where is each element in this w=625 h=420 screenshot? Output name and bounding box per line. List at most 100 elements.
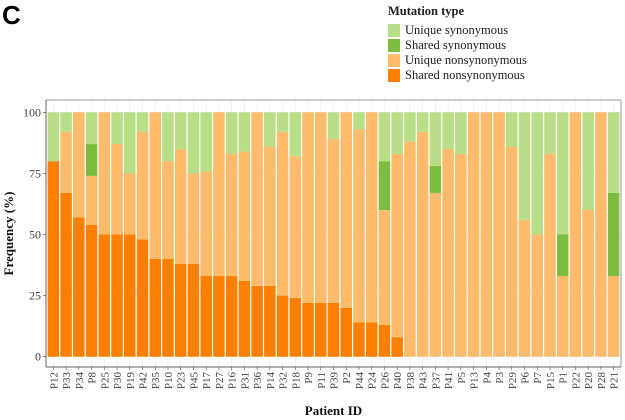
bar-segment-unique-synonymous bbox=[136, 112, 149, 132]
bar-segment-unique-nonsynonymous bbox=[60, 131, 72, 193]
bar-segment-unique-nonsynonymous bbox=[124, 173, 136, 235]
bar-segment-unique-nonsynonymous bbox=[149, 112, 161, 259]
bar-segment-shared-nonsynonymous bbox=[200, 276, 212, 357]
bar-segment-unique-synonymous bbox=[47, 112, 60, 162]
bar-segment-unique-nonsynonymous bbox=[174, 148, 187, 264]
bar-segment-unique-nonsynonymous bbox=[480, 112, 493, 357]
bar-segment-unique-nonsynonymous bbox=[556, 276, 569, 357]
bar-segment-shared-nonsynonymous bbox=[327, 302, 340, 357]
x-tick-label: P38 bbox=[405, 372, 417, 390]
bar-segment-shared-nonsynonymous bbox=[174, 263, 187, 357]
bar-segment-unique-nonsynonymous bbox=[73, 112, 85, 218]
x-tick-label: P8 bbox=[87, 372, 99, 384]
bar-segment-unique-nonsynonymous bbox=[404, 141, 416, 357]
bar-segment-unique-synonymous bbox=[276, 112, 289, 132]
bar-segment-shared-nonsynonymous bbox=[136, 239, 149, 357]
x-tick-label: P17 bbox=[201, 372, 213, 390]
bar-segment-unique-nonsynonymous bbox=[162, 161, 174, 259]
x-tick-label: P35 bbox=[150, 372, 162, 390]
legend-title: Mutation type bbox=[388, 4, 465, 18]
bar-segment-unique-synonymous bbox=[518, 112, 531, 220]
x-tick-label: P24 bbox=[367, 372, 379, 390]
bar-segment-unique-synonymous bbox=[187, 112, 200, 174]
x-tick-label: P20 bbox=[583, 372, 595, 390]
x-tick-label: P36 bbox=[252, 372, 264, 390]
y-tick-label: 50 bbox=[29, 228, 41, 242]
bar-segment-unique-synonymous bbox=[327, 112, 340, 140]
bar-segment-unique-synonymous bbox=[429, 112, 442, 167]
legend: Mutation type Unique synonymous Shared sy… bbox=[388, 4, 527, 83]
bar-segment-shared-synonymous bbox=[607, 192, 620, 277]
bar-segment-unique-synonymous bbox=[353, 112, 365, 130]
bar-segment-shared-nonsynonymous bbox=[60, 192, 72, 357]
bar-segment-unique-synonymous bbox=[455, 112, 467, 154]
x-tick-label: P44 bbox=[354, 372, 366, 390]
bar-segment-unique-nonsynonymous bbox=[595, 112, 607, 357]
x-tick-label: P6 bbox=[520, 372, 532, 384]
x-tick-label: P22 bbox=[570, 372, 582, 389]
bar-segment-shared-nonsynonymous bbox=[213, 276, 225, 357]
bar-segment-shared-nonsynonymous bbox=[187, 263, 200, 357]
bar-segment-shared-nonsynonymous bbox=[251, 285, 263, 357]
bar-segment-unique-nonsynonymous bbox=[136, 131, 149, 240]
x-tick-label: P21 bbox=[609, 372, 621, 389]
legend-label: Shared synonymous bbox=[405, 38, 507, 52]
bar-segment-unique-nonsynonymous bbox=[506, 146, 518, 357]
bar-segment-shared-nonsynonymous bbox=[162, 258, 174, 357]
bar-segment-shared-nonsynonymous bbox=[315, 302, 327, 357]
bar-segment-unique-synonymous bbox=[60, 112, 72, 132]
legend-swatch bbox=[388, 69, 400, 82]
bar-segment-unique-nonsynonymous bbox=[607, 276, 620, 357]
bar-segment-unique-nonsynonymous bbox=[493, 112, 505, 357]
bar-segment-unique-synonymous bbox=[506, 112, 518, 147]
bar-segment-unique-nonsynonymous bbox=[442, 148, 454, 357]
x-tick-label: P14 bbox=[265, 372, 277, 390]
bar-segment-shared-nonsynonymous bbox=[378, 324, 391, 357]
x-tick-label: P39 bbox=[329, 372, 341, 390]
legend-swatch bbox=[388, 54, 400, 67]
bar-segment-unique-synonymous bbox=[225, 112, 238, 154]
bar-segment-unique-nonsynonymous bbox=[315, 112, 327, 303]
x-tick-label: P32 bbox=[278, 372, 290, 389]
bar-segment-unique-synonymous bbox=[124, 112, 136, 174]
y-tick-label: 25 bbox=[29, 289, 41, 303]
bar-segment-unique-nonsynonymous bbox=[327, 139, 340, 303]
legend-item: Shared nonsynonymous bbox=[388, 68, 527, 83]
x-tick-label: P9 bbox=[303, 372, 315, 384]
bar-segment-shared-synonymous bbox=[85, 144, 98, 176]
bar-segment-shared-nonsynonymous bbox=[111, 234, 123, 357]
bar-segment-unique-synonymous bbox=[416, 112, 429, 132]
bar-segment-unique-synonymous bbox=[200, 112, 212, 171]
bar-segment-shared-nonsynonymous bbox=[124, 234, 136, 357]
bar-segment-unique-synonymous bbox=[391, 112, 403, 154]
bar-segment-shared-nonsynonymous bbox=[264, 285, 276, 357]
bar-segment-unique-nonsynonymous bbox=[391, 153, 403, 338]
legend-item: Shared synonymous bbox=[388, 38, 527, 53]
x-tick-label: P29 bbox=[507, 372, 519, 390]
x-tick-label: P5 bbox=[456, 372, 468, 384]
bar-segment-shared-nonsynonymous bbox=[98, 234, 111, 357]
x-tick-label: P11 bbox=[316, 372, 328, 389]
legend-label: Shared nonsynonymous bbox=[405, 68, 525, 82]
x-tick-label: P43 bbox=[418, 372, 430, 390]
bar-segment-unique-synonymous bbox=[404, 112, 416, 142]
x-tick-label: P13 bbox=[469, 372, 481, 390]
bar-segment-unique-nonsynonymous bbox=[378, 210, 391, 325]
legend-item: Unique synonymous bbox=[388, 23, 527, 38]
x-tick-label: P40 bbox=[392, 372, 404, 390]
x-tick-label: P2 bbox=[341, 372, 353, 384]
bar-segment-unique-synonymous bbox=[238, 112, 251, 152]
legend-label: Unique synonymous bbox=[405, 23, 509, 37]
bar-segment-unique-nonsynonymous bbox=[455, 153, 467, 357]
x-tick-label: P26 bbox=[379, 372, 391, 390]
x-tick-label: P18 bbox=[290, 372, 302, 390]
x-tick-label: P16 bbox=[227, 372, 239, 390]
bar-segment-unique-nonsynonymous bbox=[111, 144, 123, 235]
bar-segment-shared-nonsynonymous bbox=[391, 337, 403, 357]
legend-swatch bbox=[388, 39, 400, 52]
bar-segment-unique-nonsynonymous bbox=[238, 151, 251, 281]
bar-segment-shared-nonsynonymous bbox=[365, 322, 378, 357]
x-tick-label: P31 bbox=[239, 372, 251, 389]
bar-segment-unique-nonsynonymous bbox=[429, 192, 442, 357]
bar-segment-unique-synonymous bbox=[289, 112, 302, 157]
